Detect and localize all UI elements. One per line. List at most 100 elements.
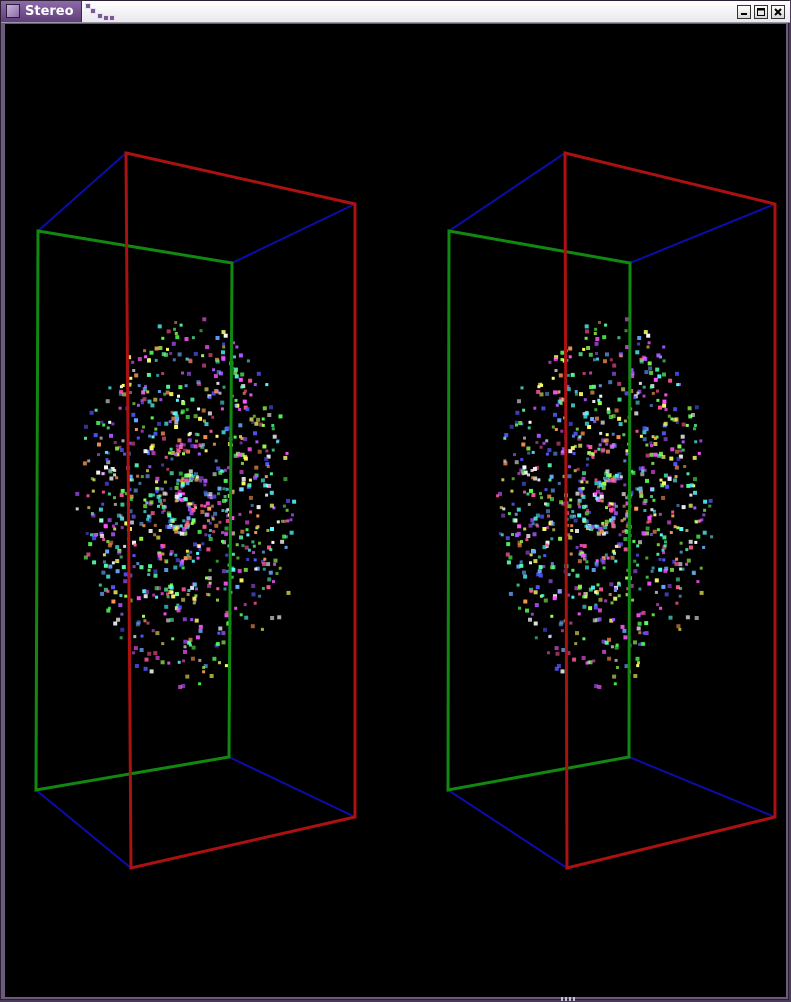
particle: [566, 523, 570, 527]
particle: [202, 670, 206, 674]
particle: [650, 487, 655, 492]
particle: [525, 550, 530, 555]
title-tab[interactable]: Stereo: [1, 1, 82, 22]
particle: [174, 485, 179, 490]
particle: [599, 394, 603, 398]
particle: [503, 436, 507, 440]
particle: [511, 533, 514, 536]
particle: [598, 321, 601, 324]
particle: [590, 452, 594, 456]
particle: [183, 639, 188, 644]
particle: [155, 480, 159, 484]
close-button[interactable]: [771, 5, 785, 19]
particle: [656, 528, 660, 532]
particle: [592, 400, 596, 403]
particle: [614, 544, 618, 548]
particle: [113, 527, 117, 531]
particle: [642, 426, 647, 431]
particle: [600, 448, 605, 453]
particle: [219, 469, 223, 473]
particle: [173, 565, 178, 570]
particle: [104, 481, 109, 486]
particle: [667, 414, 671, 418]
particle: [263, 483, 268, 488]
particle: [520, 458, 524, 461]
stereo-scene[interactable]: [5, 24, 786, 997]
particle: [247, 447, 252, 452]
particle: [589, 524, 594, 529]
particle: [651, 461, 655, 465]
particle: [150, 403, 155, 408]
particle: [179, 524, 183, 528]
resize-grip[interactable]: [559, 997, 577, 1001]
particle: [181, 401, 186, 406]
particle: [559, 397, 564, 402]
particle: [147, 399, 152, 404]
particle: [610, 478, 615, 483]
particle-cloud-right: [496, 317, 714, 689]
title-bar[interactable]: Stereo: [1, 1, 790, 23]
particle: [623, 483, 627, 487]
particle: [640, 641, 645, 646]
particle: [540, 496, 543, 500]
particle: [241, 481, 246, 486]
particle: [514, 512, 518, 516]
particle: [181, 597, 186, 602]
particle: [233, 435, 237, 439]
particle: [143, 594, 148, 599]
particle: [175, 335, 180, 340]
particle: [580, 480, 584, 484]
particle: [160, 592, 164, 596]
particle: [518, 421, 523, 425]
particle: [686, 472, 690, 476]
particle: [631, 598, 635, 602]
particle: [169, 471, 174, 476]
particle: [119, 493, 124, 497]
minimize-button[interactable]: [737, 5, 751, 19]
particle: [156, 535, 161, 540]
particle: [176, 603, 180, 607]
particle: [581, 504, 586, 509]
particle: [118, 603, 123, 608]
particle: [173, 411, 178, 416]
particle: [551, 376, 555, 380]
particle: [595, 564, 599, 568]
maximize-button[interactable]: [754, 5, 768, 19]
particle: [635, 429, 639, 433]
stereo-canvas[interactable]: [5, 24, 786, 997]
particle: [673, 478, 677, 483]
particle: [639, 434, 643, 438]
particle: [585, 661, 589, 665]
particle: [603, 359, 607, 364]
particle: [599, 494, 604, 499]
particle: [617, 336, 621, 340]
particle: [129, 520, 134, 525]
particle: [107, 543, 112, 548]
particle: [547, 494, 552, 499]
particle: [530, 612, 534, 616]
particle: [198, 658, 202, 662]
particle: [579, 392, 583, 397]
particle: [181, 476, 185, 480]
particle: [204, 533, 208, 537]
particle: [199, 329, 203, 333]
particle: [613, 511, 618, 516]
particle: [178, 445, 183, 449]
particle: [599, 587, 603, 592]
particle: [162, 436, 166, 441]
particle: [621, 492, 626, 497]
particle: [190, 476, 194, 480]
particle: [134, 463, 139, 468]
window-menu-icon[interactable]: [6, 4, 20, 18]
particle: [547, 463, 552, 468]
particle: [154, 427, 158, 431]
particle: [675, 601, 679, 605]
particle: [548, 521, 553, 526]
particle: [625, 509, 630, 514]
particle: [207, 506, 212, 511]
particle: [166, 592, 169, 596]
particle: [222, 498, 226, 503]
particle: [642, 501, 647, 505]
particle: [610, 601, 614, 605]
particle: [239, 578, 244, 583]
